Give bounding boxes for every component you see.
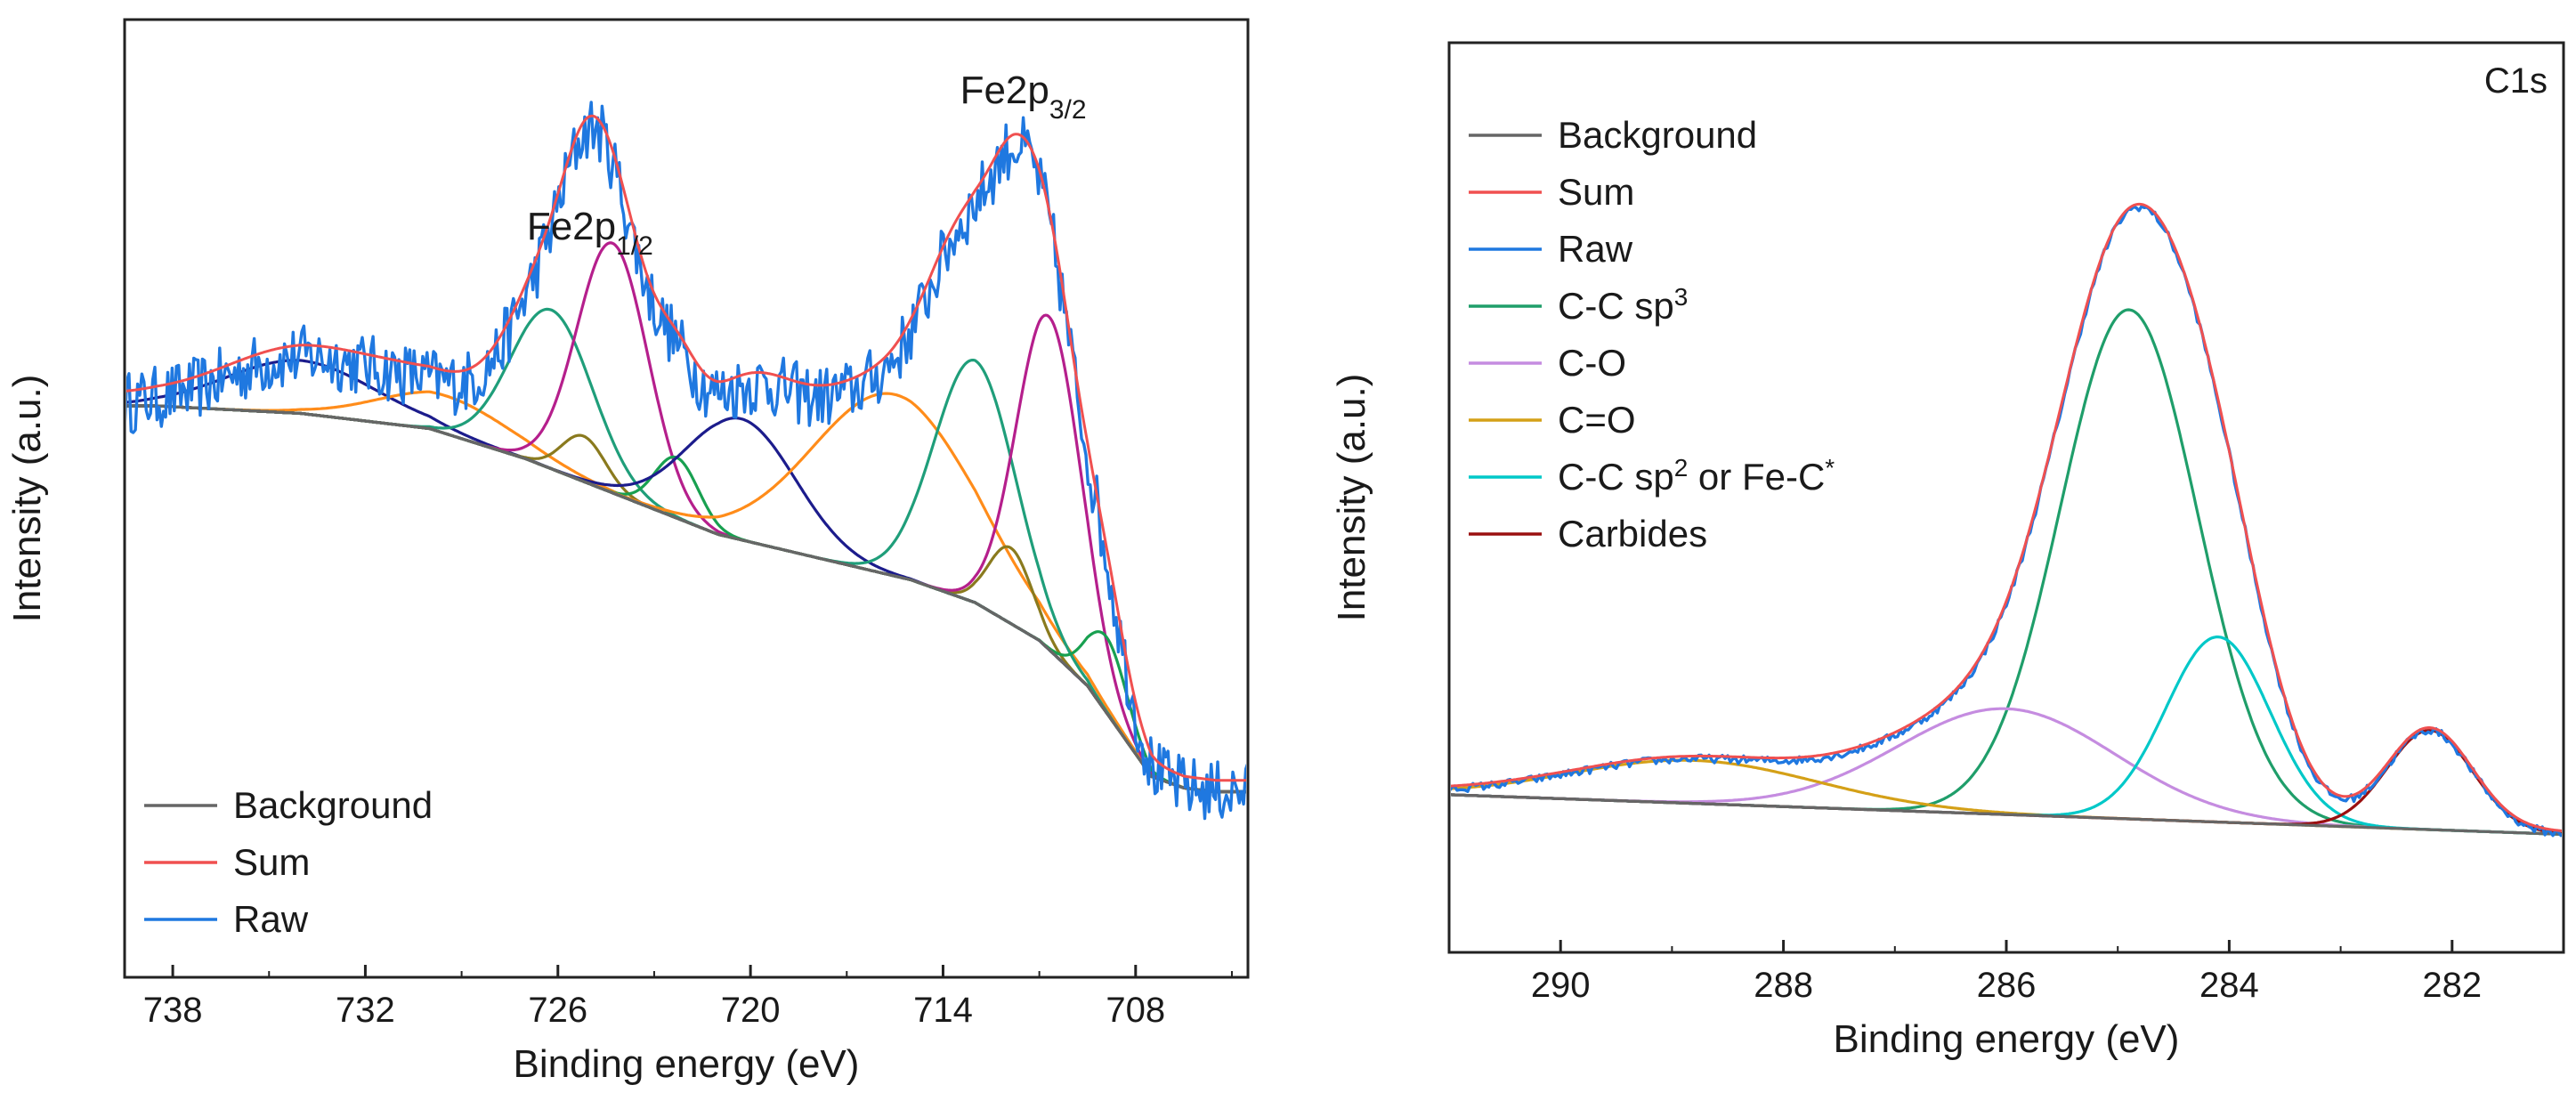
legend-label: Raw [1558,228,1633,270]
left-panel: 738 732 726 720 714 708 Binding energy (eV) Int… [5,18,1250,1086]
annotation-base: Fe2p [960,69,1049,112]
plot-area [1451,202,2562,838]
x-tick-label: 714 [913,991,973,1030]
legend: Background Sum Raw [144,784,433,940]
legend-label-text: Background [1558,114,1757,156]
x-tick-label: 738 [143,991,203,1030]
annotation-base: Fe2p [527,205,616,248]
legend-item-background: Background [1469,114,1757,156]
legend-label-superscript: 2 [1674,454,1689,482]
x-tick-label: 290 [1531,966,1591,1005]
series-raw [126,101,1246,821]
series-background [126,404,1246,794]
legend-item-raw: Raw [1469,228,1633,270]
legend-label: Background [233,784,433,826]
legend-label: C-C sp3 [1558,283,1688,328]
x-tick-label: 284 [2199,966,2259,1005]
plot-area [126,101,1246,821]
x-tick-label: 282 [2422,966,2482,1005]
peak-peak-726 [126,307,1246,794]
legend-label-text: Sum [233,841,310,883]
legend-label: Carbides [1558,513,1707,555]
y-axis-title: Intensity (a.u.) [1330,374,1373,622]
legend-label: C-O [1558,342,1626,384]
legend-label: C=O [1558,399,1636,441]
legend-label-star: * [1825,454,1835,482]
peak-annotation: Fe2p3/2 [960,69,1087,125]
peak-satellite-729 [126,390,1246,794]
legend-label-text: C=O [1558,399,1636,441]
legend-label-text: Carbides [1558,513,1707,555]
annotation-subscript: 1/2 [616,231,653,261]
peak-annotation: Fe2p1/2 [527,205,653,261]
peak-c-c-sp2-or-fe-c [1451,636,2562,836]
y-axis-title: Intensity (a.u.) [5,375,49,623]
legend-label-text: Raw [1558,228,1633,270]
series-sum [1451,202,2562,832]
legend-label-text: Sum [1558,171,1634,213]
peak-c-o [1451,758,2562,836]
x-tick-label: 286 [1977,966,2037,1005]
legend-label-text: C-C sp [1558,285,1674,327]
plot-frame [123,18,1250,979]
legend-item-carbides: Carbides [1469,513,1707,555]
legend-item-c-o: C=O [1469,399,1636,441]
right-panel: 290 288 286 284 282 Binding energy (eV) Intens… [1330,41,2565,1061]
legend-label: Background [1558,114,1757,156]
legend-label-suffix: or Fe-C [1688,456,1825,498]
legend-item-c-c-sp2-or-fe-c: C-C sp2 or Fe-C* [1469,454,1835,498]
legend-label: Raw [233,898,309,940]
legend-item-sum: Sum [1469,171,1634,213]
legend-label-text: C-O [1558,342,1626,384]
legend-label: C-C sp2 or Fe-C* [1558,454,1835,498]
series-sum [126,114,1246,782]
x-tick-label: 726 [528,991,587,1030]
legend-item-c-c-sp3: C-C sp3 [1469,283,1688,328]
x-axis-title: Binding energy (eV) [1834,1017,2180,1061]
legend-label: Sum [1558,171,1634,213]
x-tick-label: 708 [1106,991,1165,1030]
legend-label-text: C-C sp [1558,456,1674,498]
legend-label: Sum [233,841,310,883]
peak-peak-724-3 [126,241,1246,794]
panel-title: C1s [2484,61,2548,101]
x-axis-title: Binding energy (eV) [514,1042,860,1086]
annotation-subscript: 3/2 [1049,95,1087,125]
peak-peak-710-7 [126,313,1246,794]
legend-item-c-o: C-O [1469,342,1626,384]
x-tick-label: 288 [1754,966,1813,1005]
legend-item-background: Background [144,784,433,826]
peak-carbides [1451,729,2562,836]
legend-item-sum: Sum [144,841,310,883]
legend-label-text: Background [233,784,433,826]
legend-item-raw: Raw [144,898,309,940]
legend-label-text: Raw [233,898,309,940]
series-background [1451,793,2562,836]
x-tick-label: 732 [336,991,395,1030]
x-tick-label: 720 [721,991,781,1030]
legend-label-superscript: 3 [1674,283,1689,311]
